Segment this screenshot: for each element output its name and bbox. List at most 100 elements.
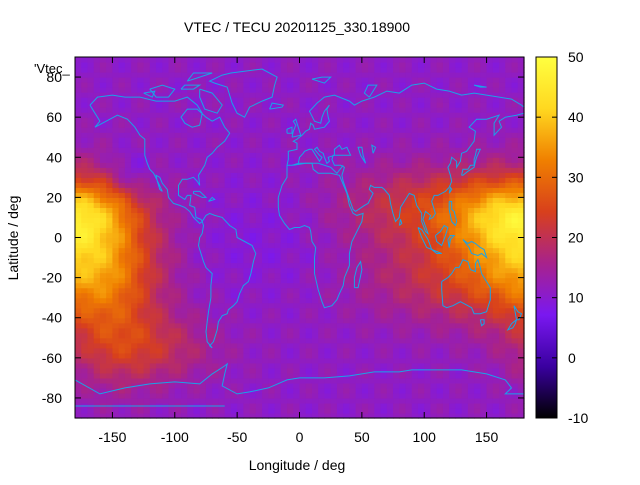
heatmap-cell — [430, 197, 438, 203]
heatmap-cell — [355, 167, 363, 173]
heatmap-cell — [361, 392, 369, 399]
heatmap-cell — [474, 132, 481, 138]
heatmap-cell — [168, 292, 176, 299]
heatmap-cell — [318, 242, 326, 249]
heatmap-cell — [349, 212, 357, 219]
heatmap-cell — [417, 302, 425, 309]
heatmap-cell — [193, 152, 201, 158]
heatmap-cell — [137, 92, 145, 98]
heatmap-cell — [75, 392, 82, 399]
heatmap-cell — [442, 352, 450, 359]
heatmap-cell — [361, 277, 369, 284]
heatmap-cell — [218, 297, 226, 304]
heatmap-cell — [168, 132, 176, 138]
heatmap-cell — [442, 297, 450, 304]
heatmap-cell — [75, 397, 82, 404]
heatmap-cell — [499, 242, 506, 249]
heatmap-cell — [368, 102, 375, 108]
heatmap-cell — [287, 82, 294, 88]
heatmap-cell — [106, 237, 114, 244]
heatmap-cell — [174, 357, 182, 364]
heatmap-cell — [374, 122, 382, 128]
heatmap-cell — [255, 327, 263, 334]
heatmap-cell — [393, 202, 400, 209]
heatmap-cell — [199, 172, 207, 178]
heatmap-cell — [124, 267, 132, 274]
heatmap-cell — [449, 257, 457, 264]
heatmap-cell — [162, 167, 170, 173]
heatmap-cell — [81, 247, 89, 254]
heatmap-cell — [106, 337, 114, 344]
heatmap-cell — [499, 272, 506, 279]
heatmap-cell — [131, 147, 138, 153]
heatmap-cell — [430, 372, 438, 379]
heatmap-cell — [255, 387, 263, 394]
heatmap-cell — [374, 117, 382, 123]
heatmap-cell — [293, 282, 301, 289]
heatmap-cell — [262, 257, 269, 264]
heatmap-cell — [131, 327, 138, 334]
heatmap-cell — [287, 362, 294, 369]
heatmap-cell — [99, 412, 107, 419]
heatmap-cell — [393, 362, 400, 369]
heatmap-cell — [480, 112, 488, 118]
heatmap-cell — [480, 332, 488, 339]
heatmap-cell — [386, 272, 394, 279]
heatmap-cell — [274, 337, 282, 344]
heatmap-cell — [480, 267, 488, 274]
heatmap-cell — [237, 177, 244, 183]
heatmap-cell — [162, 222, 170, 229]
heatmap-cell — [499, 87, 506, 93]
heatmap-cell — [293, 222, 301, 229]
heatmap-cell — [455, 157, 463, 163]
heatmap-cell — [355, 197, 363, 203]
heatmap-cell — [405, 152, 413, 158]
heatmap-cell — [249, 372, 257, 379]
heatmap-cell — [480, 122, 488, 128]
heatmap-cell — [156, 222, 163, 229]
heatmap-cell — [280, 362, 288, 369]
heatmap-cell — [255, 287, 263, 294]
heatmap-cell — [386, 222, 394, 229]
heatmap-cell — [293, 227, 301, 234]
heatmap-cell — [393, 122, 400, 128]
heatmap-cell — [417, 137, 425, 143]
heatmap-cell — [349, 137, 357, 143]
heatmap-cell — [430, 412, 438, 419]
heatmap-cell — [230, 377, 238, 384]
heatmap-cell — [411, 232, 419, 239]
heatmap-cell — [299, 227, 307, 234]
heatmap-cell — [486, 402, 494, 409]
heatmap-cell — [249, 357, 257, 364]
heatmap-cell — [355, 237, 363, 244]
heatmap-cell — [368, 192, 375, 198]
heatmap-cell — [118, 327, 126, 334]
heatmap-cell — [230, 97, 238, 103]
heatmap-cell — [411, 97, 419, 103]
heatmap-cell — [293, 97, 301, 103]
heatmap-cell — [143, 362, 151, 369]
heatmap-cell — [368, 337, 375, 344]
heatmap-cell — [143, 372, 151, 379]
heatmap-cell — [386, 337, 394, 344]
heatmap-cell — [368, 167, 375, 173]
heatmap-cell — [499, 72, 506, 78]
heatmap-cell — [262, 212, 269, 219]
heatmap-cell — [81, 227, 89, 234]
heatmap-cell — [449, 72, 457, 78]
heatmap-cell — [467, 82, 475, 88]
heatmap-cell — [467, 257, 475, 264]
heatmap-cell — [99, 177, 107, 183]
heatmap-cell — [442, 147, 450, 153]
heatmap-cell — [156, 362, 163, 369]
heatmap-cell — [156, 127, 163, 133]
heatmap-cell — [393, 87, 400, 93]
heatmap-cell — [205, 307, 213, 314]
heatmap-cell — [299, 82, 307, 88]
heatmap-cell — [449, 332, 457, 339]
heatmap-cell — [181, 312, 188, 319]
heatmap-cell — [75, 97, 82, 103]
heatmap-cell — [349, 162, 357, 168]
heatmap-cell — [174, 152, 182, 158]
heatmap-cell — [137, 202, 145, 209]
